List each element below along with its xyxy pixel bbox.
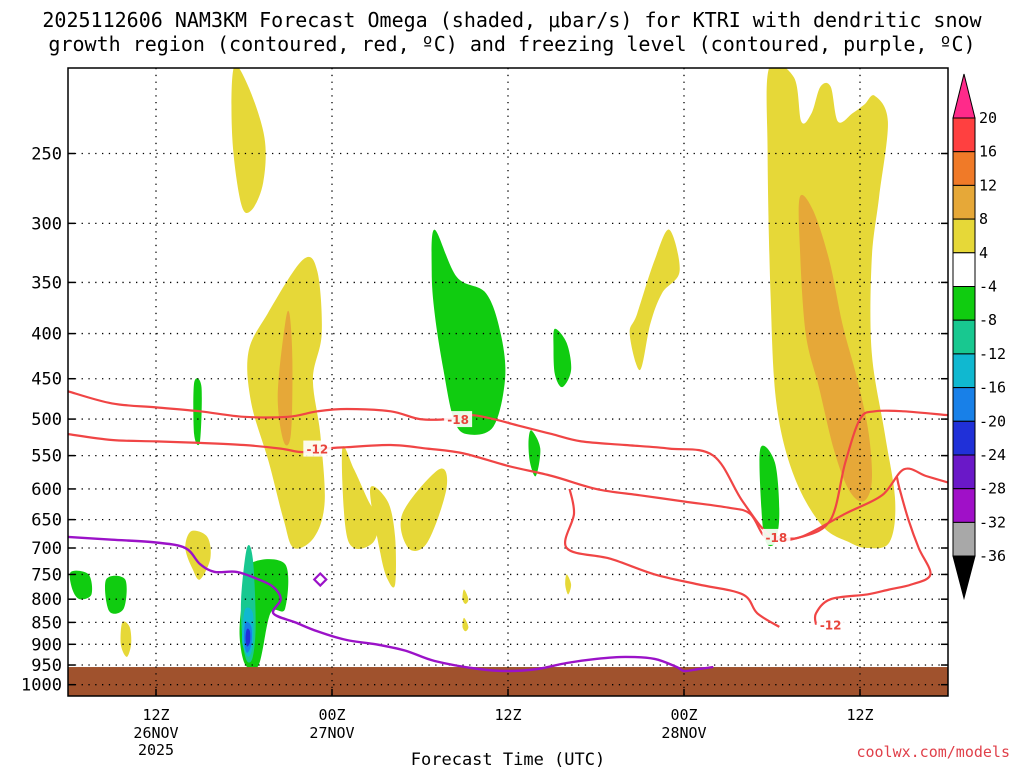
colorbar-label: 8: [979, 210, 988, 228]
omega-region-0: [231, 68, 266, 213]
contour-label-bg: [444, 411, 473, 428]
colorbar-label: -32: [979, 513, 1006, 531]
y-tick-label: 800: [31, 590, 62, 610]
omega-region-10: [120, 621, 132, 657]
colorbar-label: 20: [979, 109, 997, 127]
colorbar-swatch: [952, 252, 976, 288]
chart-title-line2: growth region (contoured, red, ºC) and f…: [48, 32, 976, 56]
colorbar-swatch: [952, 151, 976, 186]
x-tick-year-label: 2025: [138, 741, 174, 759]
y-tick-label: 350: [31, 273, 62, 293]
omega-region-4: [369, 486, 396, 588]
omega-region-8: [798, 194, 873, 502]
colorbar: 20 16 12 8 4 -4 -8 -12 -16 -20 -24 -28 -32 -36: [952, 73, 1006, 601]
freezing-level-contour-small: [312, 571, 328, 588]
y-tick-label: 450: [31, 370, 62, 390]
colorbar-top-arrow: [952, 73, 976, 119]
dgz-contour-label: -18: [766, 531, 788, 545]
colorbar-label: -8: [979, 311, 997, 329]
dgz-contour-2: [564, 488, 780, 628]
omega-region-3: [341, 446, 380, 549]
y-tick-label: 400: [31, 325, 62, 345]
colorbar-label: 4: [979, 244, 988, 262]
x-tick-label: 12Z: [846, 706, 873, 724]
colorbar-swatch: [952, 420, 976, 456]
omega-region-20: [104, 575, 127, 614]
colorbar-label: -12: [979, 345, 1006, 363]
y-tick-label: 750: [31, 565, 62, 585]
omega-region-14: [431, 229, 506, 435]
colorbar-swatch: [952, 521, 976, 557]
y-tick-label: 950: [31, 656, 62, 676]
y-tick-label: 700: [31, 539, 62, 559]
omega-region-12: [462, 617, 469, 632]
y-tick-label: 650: [31, 511, 62, 531]
y-tick-label: 500: [31, 410, 62, 430]
colorbar-label: 16: [979, 143, 997, 161]
colorbar-swatch: [952, 286, 976, 321]
colorbar-label: -28: [979, 480, 1006, 498]
chart-title-line1: 2025112606 NAM3KM Forecast Omega (shaded…: [42, 8, 982, 32]
colorbar-swatch: [952, 218, 976, 254]
omega-region-16: [528, 430, 541, 477]
freezing-level-contour: [68, 535, 714, 673]
dgz-contour-label: -12: [820, 619, 842, 633]
omega-region-2: [277, 310, 293, 446]
x-tick-date-label: 26NOV: [133, 724, 178, 742]
colorbar-swatch: [952, 353, 976, 389]
colorbar-bottom-arrow: [952, 555, 976, 601]
dgz-contour-0: [68, 390, 948, 542]
omega-region-19: [69, 570, 93, 600]
y-tick-label: 850: [31, 613, 62, 633]
colorbar-swatch: [952, 184, 976, 220]
omega-region-15: [553, 328, 572, 388]
colorbar-swatch: [952, 117, 976, 153]
colorbar-label: 12: [979, 176, 997, 194]
dgz-contour-label: -12: [306, 443, 328, 457]
colorbar-label: -24: [979, 446, 1006, 464]
omega-region-11: [462, 589, 469, 604]
dgz-contour-1: [68, 433, 948, 540]
colorbar-label: -4: [979, 278, 997, 296]
dgz-contour-3: [813, 475, 932, 625]
contour-label-bg: [816, 616, 845, 633]
plot-area: -18 -12 -18 -12: [68, 68, 948, 696]
x-tick-label: 12Z: [142, 706, 169, 724]
y-tick-label: 250: [31, 144, 62, 164]
x-tick-date-label: 28NOV: [661, 724, 706, 742]
contour-label-bg: [762, 528, 791, 545]
omega-region-6: [629, 229, 680, 371]
omega-region-13: [565, 574, 572, 595]
y-tick-label: 1000: [21, 676, 62, 696]
colorbar-label: -16: [979, 379, 1006, 397]
x-axis-title: Forecast Time (UTC): [411, 750, 605, 768]
x-tick-label: 00Z: [318, 706, 345, 724]
colorbar-swatch: [952, 454, 976, 490]
contour-label-bg: [303, 440, 332, 457]
colorbar-label: -20: [979, 412, 1006, 430]
omega-region-25: [245, 628, 251, 647]
credit-link[interactable]: coolwx.com/models: [856, 743, 1010, 761]
x-tick-label: 00Z: [670, 706, 697, 724]
y-tick-label: 550: [31, 447, 62, 467]
dgz-contour-label: -18: [447, 413, 469, 427]
colorbar-swatch: [952, 488, 976, 523]
y-tick-label: 600: [31, 480, 62, 500]
colorbar-label: -36: [979, 547, 1006, 565]
x-tick-label: 12Z: [494, 706, 521, 724]
x-tick-date-label: 27NOV: [309, 724, 354, 742]
colorbar-swatch: [952, 387, 976, 422]
omega-region-18: [759, 445, 780, 547]
colorbar-swatch: [952, 319, 976, 355]
y-tick-label: 900: [31, 635, 62, 655]
y-tick-label: 300: [31, 214, 62, 234]
